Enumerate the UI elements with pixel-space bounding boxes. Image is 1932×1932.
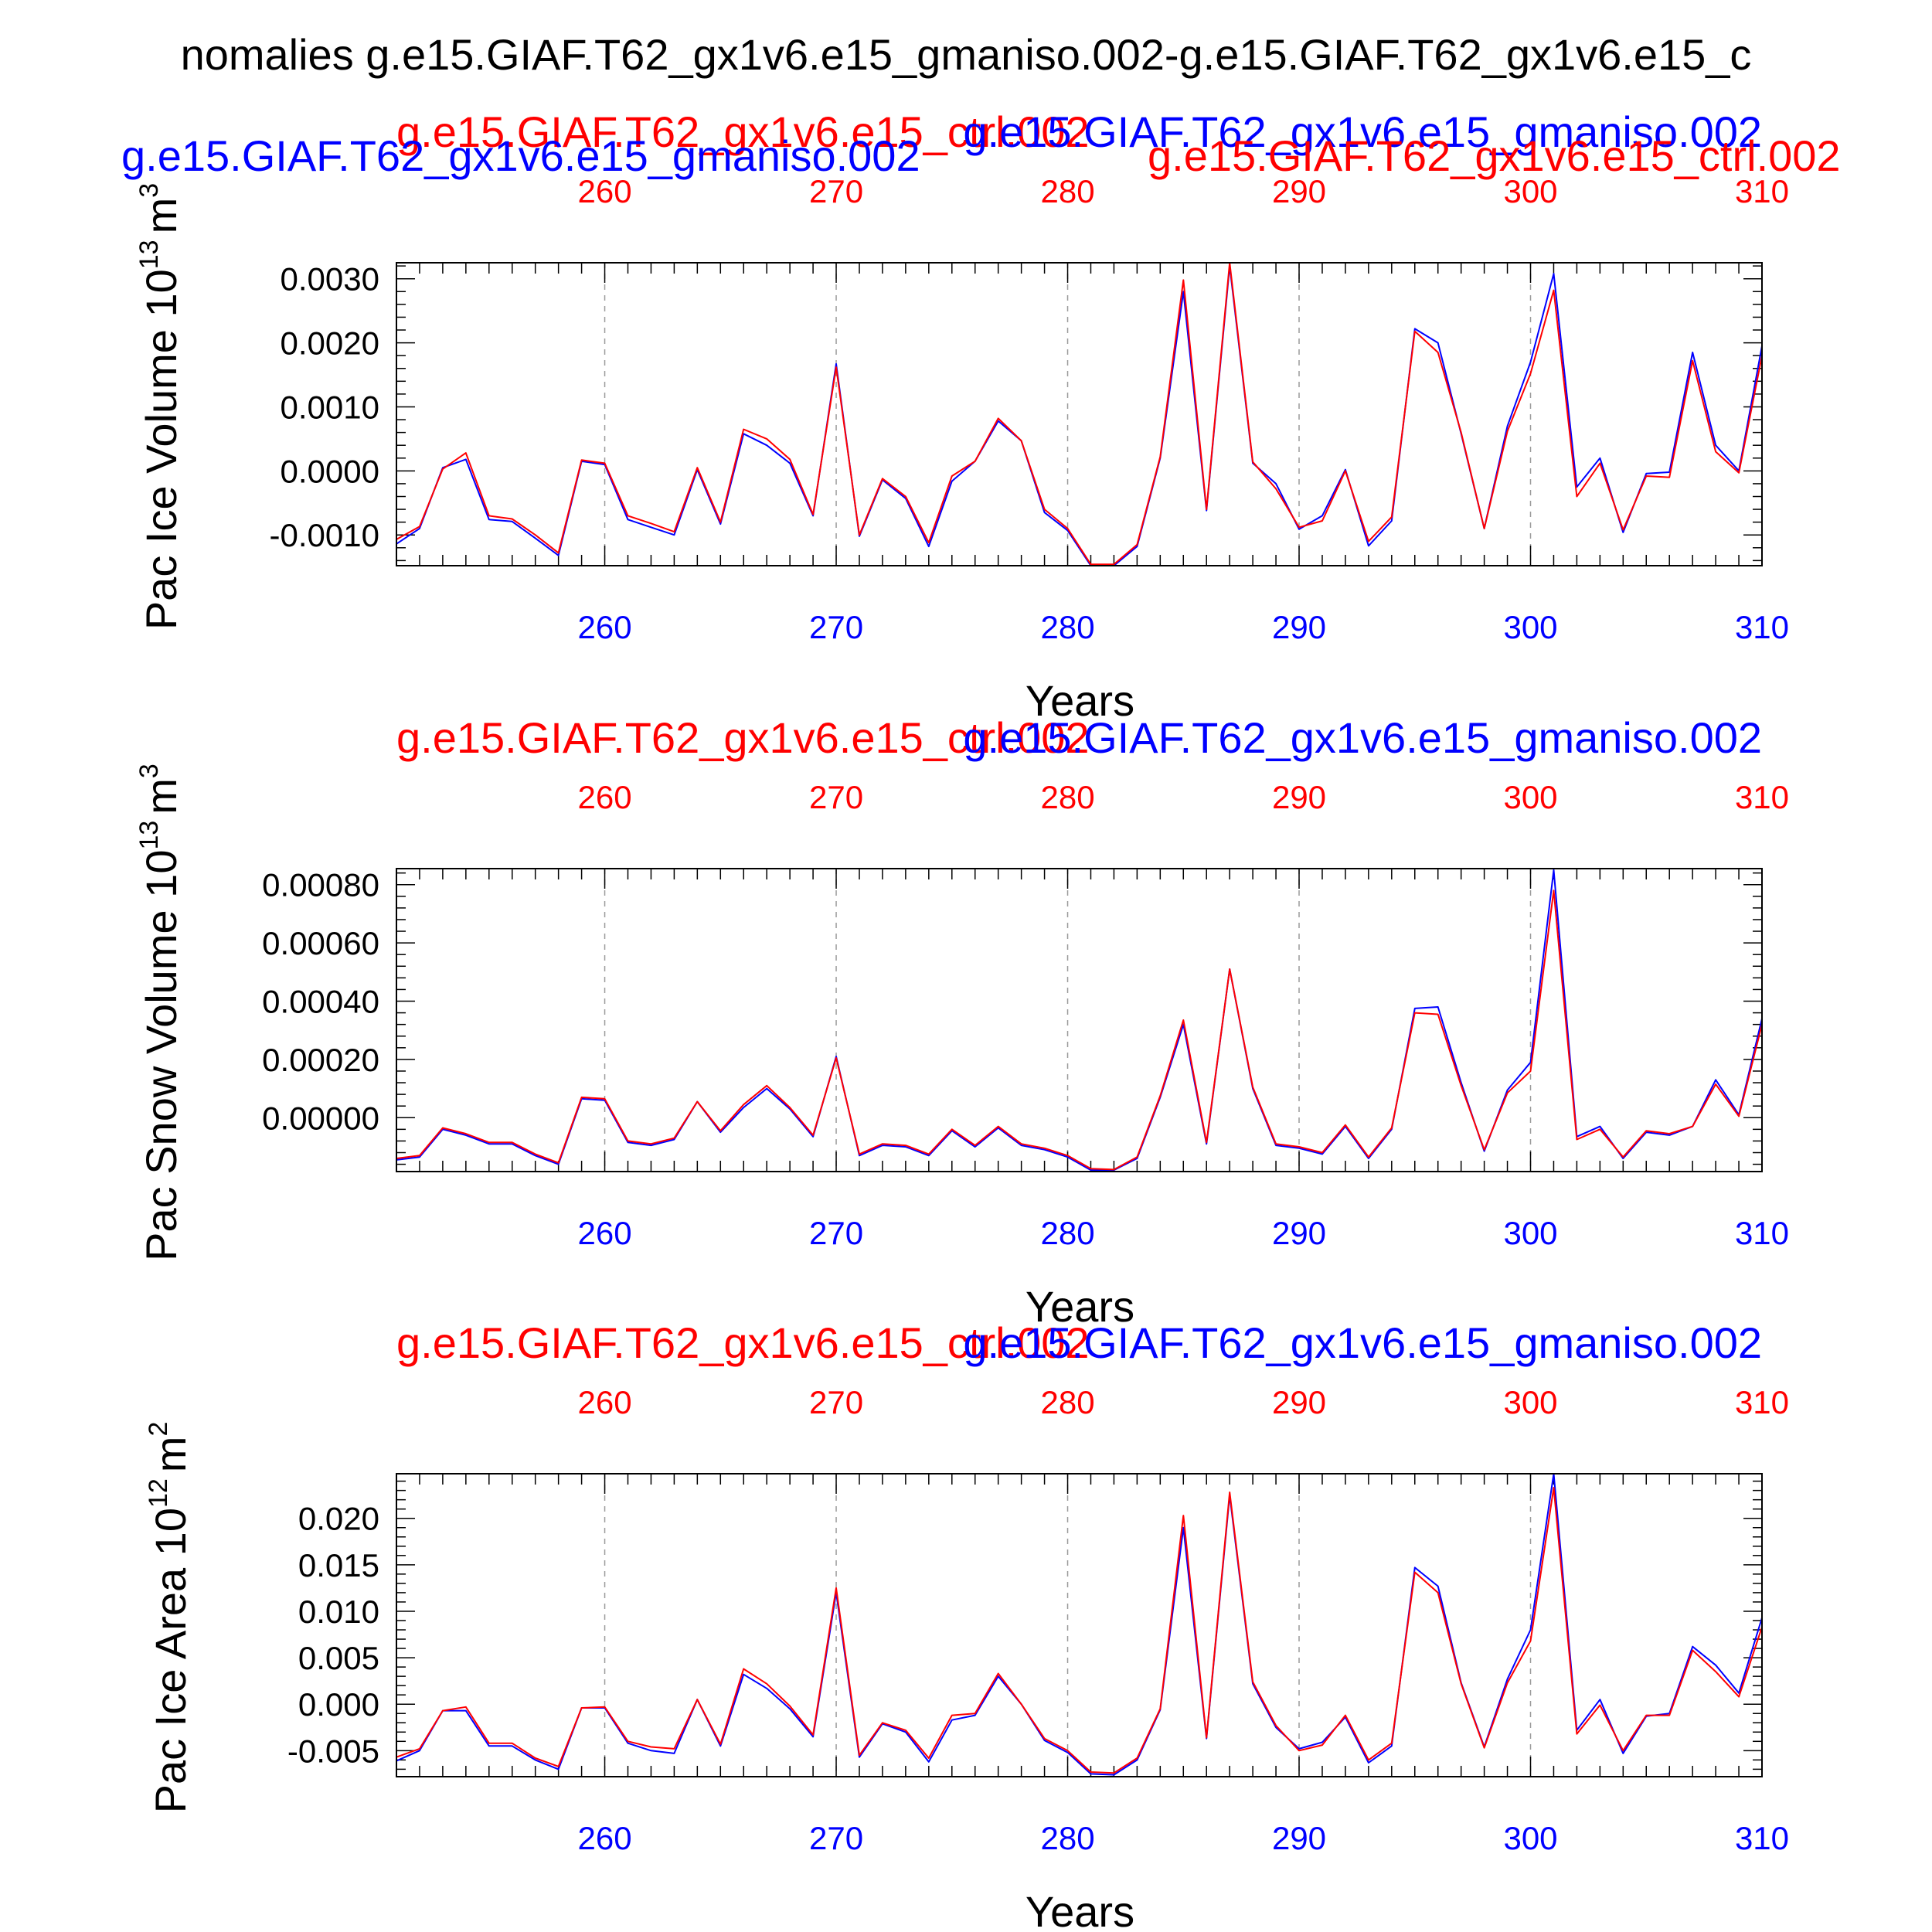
series-title-ctrl: g.e15.GIAF.T62_gx1v6.e15_ctrl.002 — [396, 713, 1090, 762]
y-tick-label: 0.015 — [298, 1547, 379, 1583]
figure-title: nomalies g.e15.GIAF.T62_gx1v6.e15_gmanis… — [181, 30, 1752, 79]
x-tick-label-bottom: 260 — [578, 609, 632, 645]
x-tick-label-top: 300 — [1503, 779, 1557, 815]
series-title-gmaniso: g.e15.GIAF.T62_gx1v6.e15_gmaniso.002 — [963, 107, 1762, 156]
x-tick-label-top: 280 — [1040, 779, 1094, 815]
y-tick-label: 0.00040 — [262, 984, 379, 1020]
x-tick-label-bottom: 280 — [1040, 609, 1094, 645]
x-axis-label: Years — [1026, 1282, 1134, 1331]
x-tick-label-top: 310 — [1735, 173, 1789, 209]
y-tick-label: 0.00080 — [262, 867, 379, 903]
x-tick-label-top: 300 — [1503, 1384, 1557, 1420]
series-title-ctrl-top: g.e15.GIAF.T62_gx1v6.e15_ctrl.002 — [1148, 131, 1841, 180]
y-tick-label: 0.00060 — [262, 925, 379, 961]
y-tick-label: 0.0010 — [281, 389, 379, 425]
y-axis-label-unit-exponent: 3 — [134, 183, 164, 198]
series-line-ctrl — [396, 1487, 1763, 1774]
x-tick-label-top: 260 — [578, 173, 632, 209]
y-axis-label-exponent: 12 — [144, 1478, 173, 1508]
series-title-ctrl: g.e15.GIAF.T62_gx1v6.e15_ctrl.002 — [396, 1318, 1090, 1367]
y-axis-label-unit: m — [146, 1437, 195, 1473]
x-tick-label-bottom: 270 — [809, 1820, 863, 1856]
x-tick-label-top: 290 — [1272, 1384, 1326, 1420]
x-tick-label-bottom: 310 — [1735, 1820, 1789, 1856]
x-tick-label-top: 270 — [809, 779, 863, 815]
y-tick-label: 0.00020 — [262, 1042, 379, 1078]
y-axis-label-text: Pac Ice Volume 10 — [137, 269, 185, 630]
x-tick-label-top: 280 — [1040, 1384, 1094, 1420]
y-axis-label: Pac Snow Volume 1013 m3 — [134, 764, 185, 1261]
y-tick-label: 0.020 — [298, 1501, 379, 1537]
x-tick-label-top: 290 — [1272, 173, 1326, 209]
x-tick-label-top: 290 — [1272, 779, 1326, 815]
y-axis-label-unit: m — [137, 198, 185, 234]
y-tick-label: -0.0010 — [270, 517, 379, 553]
x-tick-label-top: 260 — [578, 779, 632, 815]
panel-ice-volume: -0.0010 0.0000 0.0010 0.0020 0.0030 260 260 270… — [121, 107, 1841, 725]
y-tick-label: 0.0000 — [281, 453, 379, 489]
x-tick-label-bottom: 310 — [1735, 1215, 1789, 1251]
series-title-ctrl: g.e15.GIAF.T62_gx1v6.e15_ctrl.002 — [396, 107, 1090, 156]
y-axis-label: Pac Ice Volume 1013 m3 — [134, 183, 185, 630]
series-line-gmaniso — [396, 265, 1763, 566]
y-axis-label-exponent: 13 — [134, 821, 164, 850]
series-title-gmaniso: g.e15.GIAF.T62_gx1v6.e15_gmaniso.002 — [963, 1318, 1762, 1367]
x-axis-label: Years — [1026, 1887, 1134, 1932]
y-tick-label: 0.010 — [298, 1594, 379, 1630]
y-tick-label: 0.000 — [298, 1686, 379, 1723]
x-tick-label-top: 270 — [809, 1384, 863, 1420]
y-tick-label: 0.0030 — [281, 261, 379, 298]
x-axis-label: Years — [1026, 676, 1134, 725]
series-title-gmaniso: g.e15.GIAF.T62_gx1v6.e15_gmaniso.002 — [963, 713, 1762, 762]
y-tick-label: 0.00000 — [262, 1100, 379, 1136]
x-tick-label-bottom: 270 — [809, 609, 863, 645]
y-axis-label-unit: m — [137, 778, 185, 815]
y-tick-label: 0.0020 — [281, 325, 379, 362]
plot-frame — [396, 1473, 1763, 1777]
x-tick-label-bottom: 300 — [1503, 1820, 1557, 1856]
y-tick-label: -0.005 — [287, 1733, 379, 1769]
x-tick-label-top: 310 — [1735, 779, 1789, 815]
x-tick-label-bottom: 280 — [1040, 1215, 1094, 1251]
plot-frame — [396, 262, 1763, 566]
y-axis-label-text: Pac Ice Area 10 — [146, 1508, 195, 1813]
x-tick-label-bottom: 290 — [1272, 1215, 1326, 1251]
y-axis-label-exponent: 13 — [134, 240, 164, 269]
panel-snow-volume: 0.00000 0.00020 0.00040 0.00060 0.00080 260 26… — [134, 713, 1789, 1331]
x-tick-label-bottom: 300 — [1503, 609, 1557, 645]
series-title-gmaniso-top: g.e15.GIAF.T62_gx1v6.e15_gmaniso.002 — [121, 131, 920, 180]
x-tick-label-bottom: 290 — [1272, 1820, 1326, 1856]
panel-ice-area: -0.005 0.000 0.005 0.010 0.015 0.020 260 260 270… — [144, 1318, 1789, 1932]
y-axis-label-unit-exponent: 2 — [144, 1422, 173, 1437]
series-line-ctrl — [396, 262, 1763, 566]
x-tick-label-bottom: 260 — [578, 1215, 632, 1251]
y-axis-label: Pac Ice Area 1012 m2 — [144, 1422, 195, 1814]
x-tick-label-top: 270 — [809, 173, 863, 209]
y-tick-label: 0.005 — [298, 1640, 379, 1676]
x-tick-label-top: 310 — [1735, 1384, 1789, 1420]
x-tick-label-bottom: 290 — [1272, 609, 1326, 645]
x-tick-label-bottom: 300 — [1503, 1215, 1557, 1251]
x-tick-label-bottom: 270 — [809, 1215, 863, 1251]
series-line-ctrl — [396, 889, 1763, 1171]
x-tick-label-bottom: 310 — [1735, 609, 1789, 645]
y-axis-label-unit-exponent: 3 — [134, 764, 164, 778]
x-tick-label-bottom: 280 — [1040, 1820, 1094, 1856]
x-tick-label-top: 280 — [1040, 173, 1094, 209]
x-tick-label-top: 300 — [1503, 173, 1557, 209]
x-tick-label-bottom: 260 — [578, 1820, 632, 1856]
plot-frame — [396, 868, 1763, 1172]
series-line-gmaniso — [396, 1473, 1763, 1776]
x-tick-label-top: 260 — [578, 1384, 632, 1420]
y-axis-label-text: Pac Snow Volume 10 — [137, 850, 185, 1261]
series-line-gmaniso — [396, 869, 1763, 1172]
